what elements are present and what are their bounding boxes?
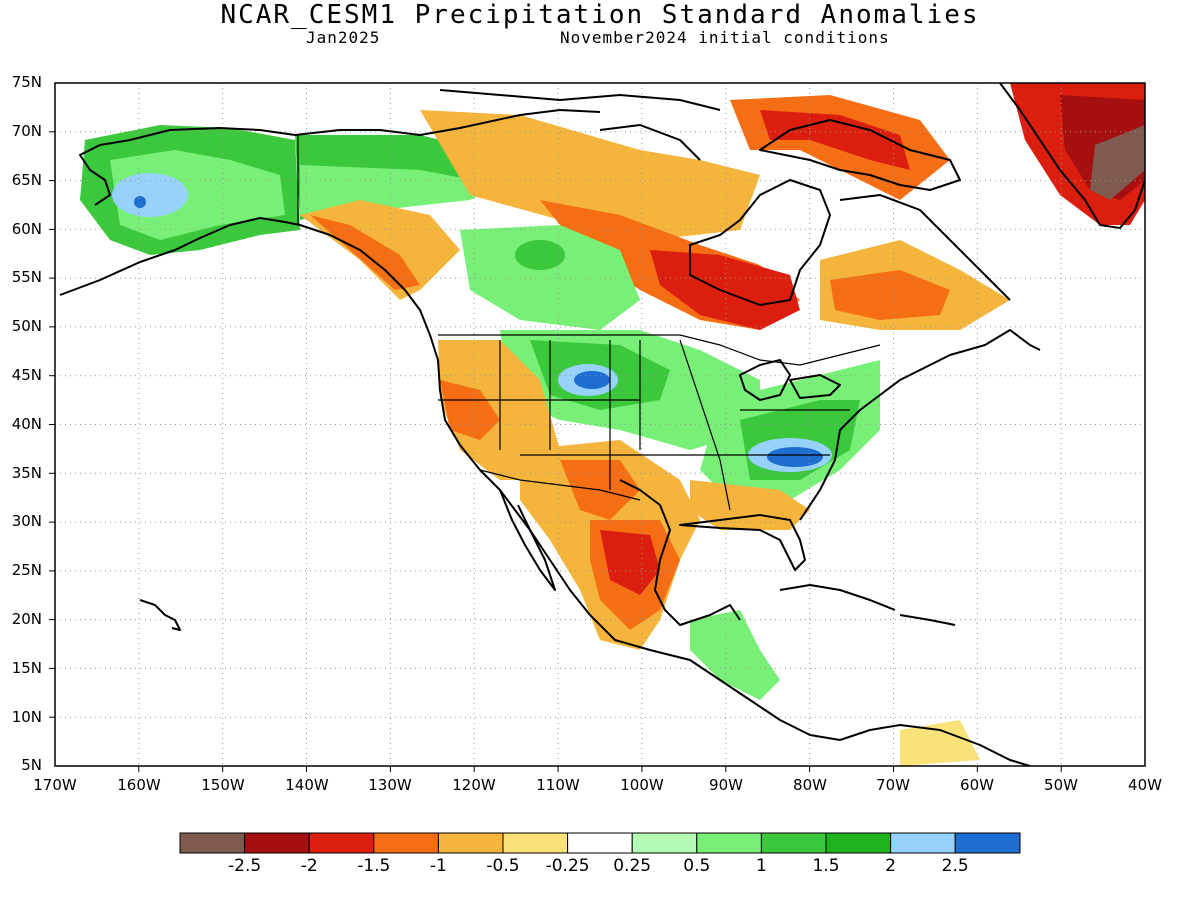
lon-tick-label: 170W bbox=[33, 776, 77, 794]
lat-tick-label: 75N bbox=[11, 73, 42, 91]
lat-tick-label: 5N bbox=[21, 756, 42, 774]
lat-tick-label: 35N bbox=[11, 464, 42, 482]
legend-label: -2 bbox=[300, 856, 318, 876]
map-panel bbox=[55, 83, 1145, 766]
legend-label: 1.5 bbox=[812, 856, 840, 876]
legend-swatch bbox=[954, 832, 1021, 854]
lat-tick-label: 15N bbox=[11, 659, 42, 677]
initial-conditions: November2024 initial conditions bbox=[560, 28, 890, 47]
graticule bbox=[55, 83, 1145, 766]
lat-tick-label: 10N bbox=[11, 708, 42, 726]
borders bbox=[297, 135, 881, 511]
lat-tick-label: 25N bbox=[11, 561, 42, 579]
lat-tick-label: 20N bbox=[11, 610, 42, 628]
legend-label: -1.5 bbox=[357, 856, 391, 876]
axis-ticks bbox=[49, 131, 1062, 772]
legend-label: 0.5 bbox=[683, 856, 711, 876]
legend-label: 1 bbox=[755, 856, 767, 876]
map-title: NCAR_CESM1 Precipitation Standard Anomal… bbox=[220, 0, 980, 30]
legend-label: -1 bbox=[429, 856, 447, 876]
lat-tick-label: 40N bbox=[11, 415, 42, 433]
lon-tick-label: 60W bbox=[960, 776, 994, 794]
legend-swatch bbox=[373, 832, 439, 854]
legend-colorbar bbox=[179, 832, 1021, 854]
lat-tick-label: 60N bbox=[11, 220, 42, 238]
lon-tick-label: 140W bbox=[285, 776, 329, 794]
lat-tick-label: 50N bbox=[11, 317, 42, 335]
legend-swatch bbox=[696, 832, 762, 854]
legend-label: 0.25 bbox=[613, 856, 652, 876]
lon-tick-label: 120W bbox=[452, 776, 496, 794]
anomaly-fields bbox=[80, 83, 1145, 766]
legend-swatch bbox=[825, 832, 892, 854]
lon-tick-label: 110W bbox=[536, 776, 580, 794]
legend-label: -0.25 bbox=[545, 856, 590, 876]
legend-swatch bbox=[437, 832, 504, 854]
lon-tick-label: 100W bbox=[620, 776, 664, 794]
lat-tick-label: 30N bbox=[11, 512, 42, 530]
legend-swatch bbox=[631, 832, 698, 854]
legend-swatch bbox=[308, 832, 375, 854]
lon-tick-label: 150W bbox=[201, 776, 245, 794]
legend-swatch bbox=[244, 832, 310, 854]
lat-tick-label: 55N bbox=[11, 268, 42, 286]
lon-tick-label: 80W bbox=[793, 776, 827, 794]
lon-tick-label: 160W bbox=[117, 776, 161, 794]
lon-tick-label: 90W bbox=[709, 776, 743, 794]
coastlines bbox=[59, 83, 1145, 766]
forecast-month: Jan2025 bbox=[306, 28, 381, 47]
legend-label: 2.5 bbox=[941, 856, 969, 876]
lon-tick-label: 50W bbox=[1044, 776, 1078, 794]
legend-label: -0.5 bbox=[486, 856, 520, 876]
lon-tick-label: 130W bbox=[368, 776, 412, 794]
lat-tick-label: 70N bbox=[11, 122, 42, 140]
legend-swatch bbox=[179, 832, 246, 854]
legend-swatch bbox=[890, 832, 956, 854]
legend-swatch bbox=[502, 832, 569, 854]
legend-swatch bbox=[760, 832, 827, 854]
lat-tick-label: 65N bbox=[11, 171, 42, 189]
lat-tick-label: 45N bbox=[11, 366, 42, 384]
legend-swatch bbox=[567, 832, 633, 854]
lon-tick-label: 40W bbox=[1128, 776, 1162, 794]
legend-label: -2.5 bbox=[228, 856, 262, 876]
lon-tick-label: 70W bbox=[876, 776, 910, 794]
legend-label: 2 bbox=[885, 856, 896, 876]
